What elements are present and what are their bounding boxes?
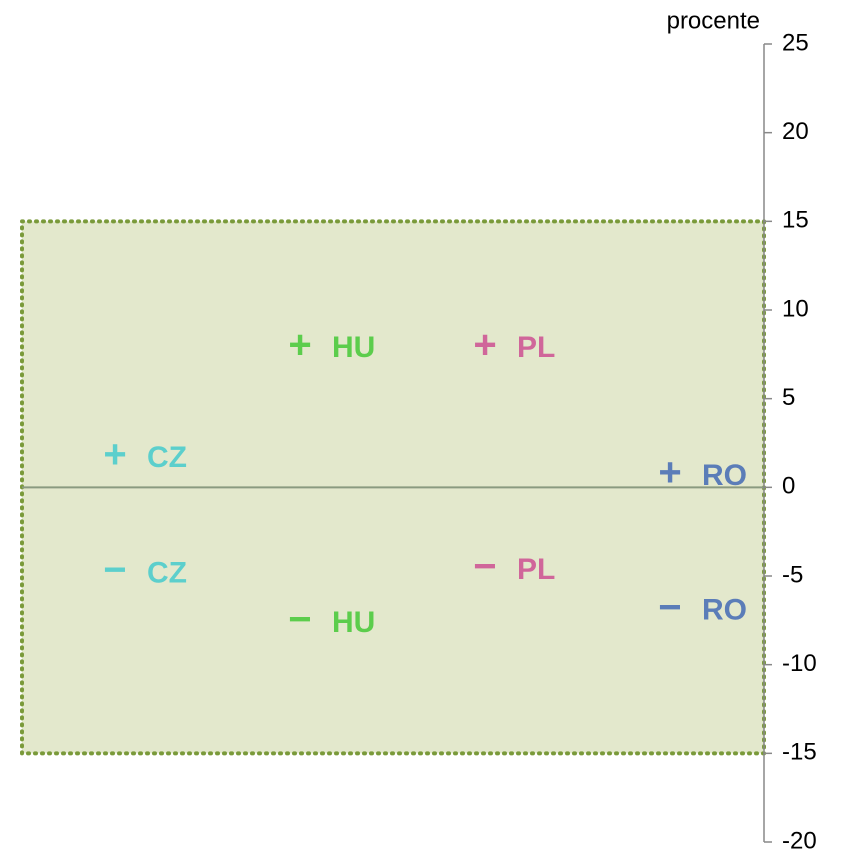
y-axis-label: procente <box>667 7 760 34</box>
y-tick-label: 25 <box>782 29 809 56</box>
marker: + <box>473 323 496 367</box>
marker-label: CZ <box>147 556 187 589</box>
marker: − <box>658 585 681 629</box>
marker: + <box>658 450 681 494</box>
marker-label: HU <box>332 331 375 364</box>
marker: − <box>473 544 496 588</box>
y-tick-label: 10 <box>782 295 809 322</box>
marker: + <box>103 433 126 477</box>
marker: − <box>103 548 126 592</box>
y-tick-label: 0 <box>782 473 795 500</box>
y-tick-label: 20 <box>782 118 809 145</box>
y-tick-label: -10 <box>782 650 817 677</box>
marker-label: RO <box>702 594 747 627</box>
marker-label: RO <box>702 459 747 492</box>
y-tick-label: -15 <box>782 739 817 766</box>
y-tick-label: 15 <box>782 207 809 234</box>
marker-label: PL <box>517 331 555 364</box>
marker-label: PL <box>517 553 555 586</box>
marker: + <box>288 323 311 367</box>
y-tick-label: 5 <box>782 384 795 411</box>
y-tick-label: -20 <box>782 827 817 854</box>
marker: − <box>288 598 311 642</box>
marker-label: CZ <box>147 441 187 474</box>
marker-label: HU <box>332 606 375 639</box>
y-tick-label: -5 <box>782 561 803 588</box>
